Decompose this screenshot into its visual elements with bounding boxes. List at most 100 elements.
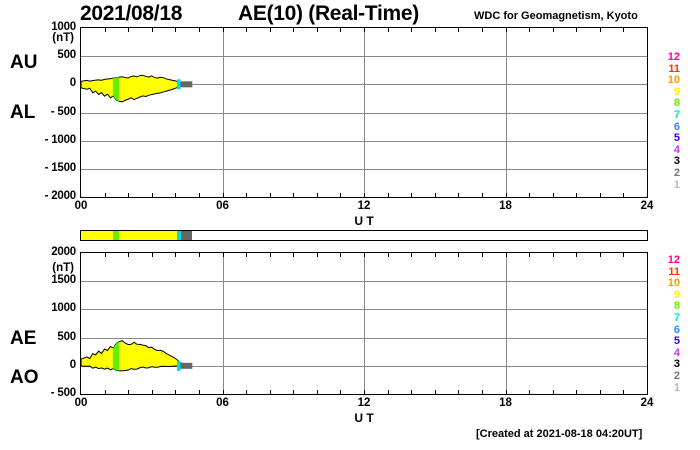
x-axis-tick: [411, 193, 413, 197]
created-timestamp: [Created at 2021-08-18 04:20UT]: [476, 428, 643, 440]
x-axis-tick: [529, 193, 531, 197]
y-axis-unit-lower: (nT): [52, 262, 74, 274]
x-axis-tick: [505, 28, 507, 32]
x-axis-tick: [128, 28, 130, 32]
x-axis-tick: [623, 28, 625, 32]
x-axis-tick: [623, 253, 625, 257]
x-axis-tick: [222, 28, 224, 32]
y-axis-tick-label: 1500: [51, 274, 76, 287]
data-area: [81, 74, 184, 103]
series-label-au: AU: [10, 52, 38, 73]
x-axis-tick: [458, 390, 460, 394]
x-axis-tick: [434, 28, 436, 32]
x-axis-tick: [599, 390, 601, 394]
coverage-segment: [192, 231, 647, 240]
x-axis-tick: [576, 253, 578, 257]
x-axis-tick: [529, 28, 531, 32]
legend-activity-level-upper: 12 11 10 9 8 7 6 5 4 3 2 1: [658, 51, 680, 191]
x-axis-tick: [505, 253, 507, 257]
legend-activity-level-lower: 12 11 10 9 8 7 6 5 4 3 2 1: [658, 254, 680, 394]
x-axis-tick: [576, 28, 578, 32]
data-band-upper: [81, 74, 193, 103]
x-axis-tick: [198, 253, 200, 257]
x-axis-tick-label: 24: [640, 397, 654, 409]
coverage-segment: [81, 231, 113, 240]
x-axis-tick-label: 06: [216, 397, 229, 409]
x-axis-tick: [458, 253, 460, 257]
gridline-horizontal: [81, 112, 647, 114]
x-axis-tick: [481, 390, 483, 394]
page-title: AE(10) (Real-Time): [238, 2, 419, 25]
x-axis-tick: [222, 253, 224, 257]
gridline-vertical: [364, 253, 365, 394]
x-axis-tick: [387, 253, 389, 257]
legend-level-8: 8: [673, 97, 680, 110]
x-axis-tick: [599, 253, 601, 257]
x-axis-tick: [316, 28, 318, 32]
gridline-horizontal: [81, 140, 647, 142]
x-axis-tick: [387, 193, 389, 197]
legend-level-11: 11: [668, 265, 680, 278]
x-axis-tick-label: 06: [216, 200, 229, 212]
x-axis-tick: [175, 390, 177, 394]
x-axis-tick: [505, 193, 507, 197]
x-axis-tick-label: 12: [357, 200, 371, 212]
attribution-text: WDC for Geomagnetism, Kyoto: [474, 10, 638, 22]
x-axis-tick: [104, 28, 106, 32]
x-axis-tick-label: 18: [499, 200, 512, 212]
legend-level-9: 9: [673, 85, 680, 98]
activity-stripe: [112, 75, 120, 102]
x-axis-tick: [576, 390, 578, 394]
legend-level-6: 6: [673, 323, 680, 336]
x-axis-tick: [458, 193, 460, 197]
legend-level-5: 5: [673, 132, 680, 145]
legend-level-4: 4: [673, 143, 680, 156]
gridline-horizontal: [81, 84, 647, 86]
x-axis-tick: [151, 390, 153, 394]
x-axis-tick: [246, 193, 248, 197]
x-axis-tick-label: 18: [499, 397, 512, 409]
gridline-vertical: [505, 253, 507, 394]
data-end-marker: [180, 362, 193, 369]
x-axis-tick-label: 24: [640, 200, 654, 212]
x-axis-tick: [599, 193, 601, 197]
x-axis-tick: [552, 193, 554, 197]
x-axis-tick: [198, 28, 200, 32]
x-axis-tick: [293, 253, 295, 257]
y-axis-tick-label: 0: [69, 358, 76, 371]
x-axis-tick: [293, 193, 295, 197]
x-axis-tick: [269, 193, 271, 197]
y-axis-tick-label: - 1000: [44, 133, 77, 146]
x-axis-label: U T: [354, 214, 374, 228]
x-axis-tick: [222, 390, 224, 394]
x-axis-tick: [293, 390, 295, 394]
legend-level-11: 11: [668, 62, 680, 75]
x-axis-tick: [599, 28, 601, 32]
x-axis-tick: [104, 390, 106, 394]
x-axis-tick: [481, 253, 483, 257]
y-axis-tick-label: - 1500: [44, 161, 77, 174]
chart-date: 2021/08/18: [80, 2, 183, 25]
x-axis-tick: [246, 390, 248, 394]
x-axis-tick: [552, 390, 554, 394]
x-axis-tick: [364, 390, 365, 394]
series-label-ao: AO: [10, 367, 39, 388]
x-axis-tick: [175, 253, 177, 257]
y-axis-tick-label: - 500: [50, 387, 76, 399]
y-axis-tick-label: 1000: [51, 302, 76, 315]
x-axis-tick: [198, 193, 200, 197]
x-axis-tick: [529, 390, 531, 394]
x-axis-tick: [269, 253, 271, 257]
legend-level-2: 2: [673, 369, 680, 382]
y-axis-tick-label: 500: [57, 49, 76, 62]
x-axis-tick: [269, 28, 271, 32]
x-axis-tick: [128, 193, 130, 197]
legend-level-9: 9: [673, 288, 680, 301]
data-coverage-bar: [80, 230, 648, 241]
x-axis-tick: [340, 193, 342, 197]
legend-level-12: 12: [667, 254, 680, 266]
x-axis-tick: [434, 390, 436, 394]
legend-level-1: 1: [673, 381, 680, 394]
coverage-segment: [180, 231, 193, 240]
legend-level-3: 3: [673, 358, 680, 371]
